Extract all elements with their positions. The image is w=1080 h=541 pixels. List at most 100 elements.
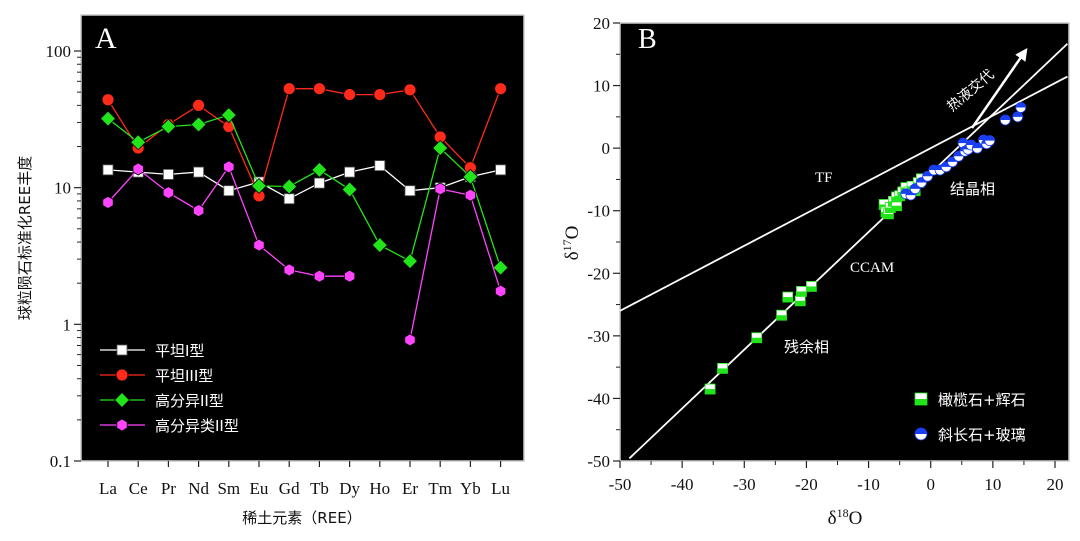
panel-b-label: B [638,24,657,55]
y-tick-label: 1 [63,315,72,334]
point-marker-dark-half [1015,102,1026,108]
y-tick-label: 10 [54,179,71,198]
panel-a-label: A [95,22,117,55]
x-tick-label: -50 [609,475,632,494]
data-point [464,188,477,202]
y-tick-label: 0.1 [50,452,71,471]
panel-a-x-label: 稀土元素（REE） [242,509,361,527]
point-marker-outline [717,362,728,374]
point-marker-outline [922,170,934,182]
series-line [409,188,502,340]
data-point [101,93,115,107]
data-point [1015,102,1027,113]
data-point [312,82,326,96]
data-point [130,134,147,151]
data-point [193,166,205,178]
data-point [162,169,174,180]
x-tick-label: Tb [310,479,329,498]
data-point [192,204,205,218]
point-marker-dark-half [883,213,894,219]
x-tick-label: -20 [795,475,818,494]
data-point [160,118,177,135]
legend-marker [113,391,131,409]
x-tick-label: 20 [1047,475,1064,494]
legend-marker-olivine-pyroxene [914,392,928,406]
y-tick-label: 10 [593,77,610,96]
point-marker-dark-half [1000,114,1011,120]
point-marker-outline [782,291,794,303]
x-tick-label: Yb [460,479,481,498]
data-point [311,161,328,178]
reference-line-ccam [628,43,1069,460]
panel-b-y-axis: -50 -40 -30 -20 -10 0 10 20 [587,14,620,471]
panel-a: A 0.1 1 10 100 La Ce Pr Nd Sm Eu Gd Tb Dy Ho Er Tm Yb Lu… [0,0,537,541]
point-marker-dark-half [795,300,806,306]
point-marker-dark-half [984,135,995,141]
point-marker-dark-half [958,138,969,144]
x-tick-label: Ho [369,479,390,498]
data-point [343,269,356,283]
point-marker-dark-half [915,428,927,434]
point-marker-dark-half [751,337,762,343]
legend-marker [116,418,128,432]
legend-label-series-3: 高分异II型 [155,392,224,410]
y-tick-label: -30 [587,327,610,346]
point-marker-dark-half [717,368,728,374]
data-point [434,182,446,196]
data-point [494,82,508,96]
legend-label-plagioclase-glass: 斜长石+玻璃 [938,426,1026,444]
data-point [313,269,326,283]
data-point [341,181,358,198]
data-point [223,160,235,174]
legend-label-series-2: 平坦III型 [155,367,213,385]
x-tick-label: Lu [491,479,510,498]
data-point [494,284,507,298]
panel-a-y-label: 球粒陨石标准化REE丰度 [16,156,34,320]
data-point [782,291,794,303]
point-marker-dark-half [796,291,807,297]
legend-marker [116,344,128,356]
x-tick-label: La [99,479,117,498]
point-marker-outline [914,392,928,406]
data-point [192,98,206,112]
legend-label-series-4: 高分异类II型 [155,417,239,435]
y-tick-label: -50 [587,452,610,471]
x-tick-label: Er [402,479,418,498]
data-point [492,259,509,276]
data-point [776,309,787,321]
data-point [283,193,295,205]
hydrothermal-arrow [970,47,1028,129]
x-tick-label: -10 [857,475,880,494]
x-tick-label: Pr [161,479,176,498]
point-marker-dark-half [894,195,905,201]
data-point [344,166,356,178]
point-marker-dark-half [972,143,983,149]
data-point [751,332,763,344]
panel-b-x-axis: -50 -40 -30 -20 -10 0 10 20 [609,461,1064,494]
point-marker-dark-half [705,389,716,395]
y-tick-label: 0 [602,139,611,158]
x-tick-label: -30 [733,475,756,494]
data-point [794,295,806,307]
point-marker-dark-half [1012,111,1023,117]
data-point [717,362,728,374]
y-tick-label: -20 [587,264,610,283]
legend-marker-plagioclase-glass [914,427,928,441]
point-marker-outline [806,281,817,292]
data-point [282,82,296,96]
data-point [432,139,449,157]
data-point [99,110,117,127]
data-point [313,177,325,189]
point-marker-outline [914,427,928,441]
reference-line-tf [620,75,1068,312]
panel-b-points [704,102,1027,395]
x-tick-label: Tm [428,479,452,498]
data-point [281,178,298,195]
data-point [806,281,817,292]
data-point [283,263,295,277]
point-marker-dark-half [806,286,817,292]
y-tick-label: -10 [587,202,610,221]
panel-b-legend: 橄榄石+辉石 斜长石+玻璃 [914,391,1026,444]
panel-a-x-axis: La Ce Pr Nd Sm Eu Gd Tb Dy Ho Er Tm Yb Lu [99,461,511,498]
point-marker-outline [999,114,1011,126]
